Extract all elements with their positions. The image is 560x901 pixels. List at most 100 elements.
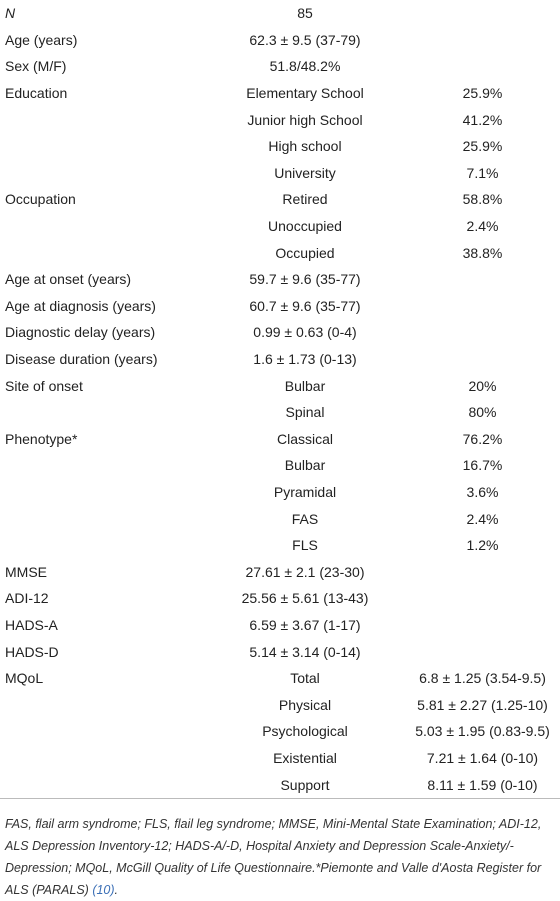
table-cell	[405, 0, 560, 27]
table-cell	[405, 53, 560, 80]
table-cell: Pyramidal	[273, 483, 337, 500]
table-cell: N	[5, 5, 16, 22]
table-cell: Elementary School	[246, 85, 364, 102]
table-row: Age (years) 62.3 ± 9.5 (37-79)	[0, 27, 560, 54]
table-cell	[405, 293, 560, 320]
table-cell	[405, 319, 560, 346]
table-row: Support 8.11 ± 1.59 (0-10)	[0, 771, 560, 798]
table-cell: Education	[5, 85, 68, 102]
table-cell: Psychological	[262, 723, 348, 740]
table-cell: 51.8/48.2%	[269, 58, 341, 75]
table-cell: 7.1%	[466, 164, 499, 181]
table-cell: 76.2%	[462, 430, 503, 447]
table-cell: Age (years)	[5, 31, 78, 48]
table-cell: Spinal	[285, 404, 325, 421]
table-cell: Age at diagnosis (years)	[5, 297, 156, 314]
table-cell	[0, 691, 205, 718]
table-row: Disease duration (years) 1.6 ± 1.73 (0-13…	[0, 346, 560, 373]
table-row: Psychological 5.03 ± 1.95 (0.83-9.5)	[0, 718, 560, 745]
table-cell	[0, 213, 205, 240]
table-cell: 62.3 ± 9.5 (37-79)	[249, 31, 361, 48]
table-cell: Retired	[282, 191, 328, 208]
table-cell: FLS	[292, 537, 318, 554]
footnote: FAS, flail arm syndrome; FLS, flail leg …	[5, 813, 555, 901]
table-cell: 58.8%	[462, 191, 503, 208]
table-cell	[405, 266, 560, 293]
table-cell	[0, 532, 205, 559]
table-cell: 7.21 ± 1.64 (0-10)	[426, 749, 539, 766]
table-cell: 6.59 ± 3.67 (1-17)	[249, 616, 361, 633]
table-cell: ADI-12	[5, 590, 49, 607]
table-row: Site of onset Bulbar 20%	[0, 372, 560, 399]
table-cell	[405, 346, 560, 373]
table-cell	[0, 160, 205, 187]
table-row: Unoccupied 2.4%	[0, 213, 560, 240]
table-cell	[0, 771, 205, 798]
table-cell: Phenotype*	[5, 430, 78, 447]
table-cell: Age at onset (years)	[5, 271, 132, 288]
table-row: Sex (M/F) 51.8/48.2%	[0, 53, 560, 80]
table-row: Bulbar 16.7%	[0, 452, 560, 479]
table-row: MQoL Total 6.8 ± 1.25 (3.54-9.5)	[0, 665, 560, 692]
table-cell: 5.81 ± 2.27 (1.25-10)	[417, 696, 548, 713]
table-cell: 5.03 ± 1.95 (0.83-9.5)	[415, 723, 550, 740]
table-cell: 16.7%	[462, 457, 503, 474]
table-cell	[0, 479, 205, 506]
table-cell	[0, 718, 205, 745]
table-cell	[0, 239, 205, 266]
table-cell: 85	[297, 5, 313, 22]
table-cell	[405, 612, 560, 639]
table-cell: Occupied	[275, 244, 335, 261]
table-cell: 2.4%	[466, 510, 499, 527]
table-cell: Site of onset	[5, 377, 83, 394]
table-cell: Occupation	[5, 191, 76, 208]
table-row: HADS-A 6.59 ± 3.67 (1-17)	[0, 612, 560, 639]
table-row: Spinal 80%	[0, 399, 560, 426]
table-cell: 3.6%	[466, 483, 499, 500]
table-cell: HADS-A	[5, 616, 58, 633]
reference-link[interactable]: (10)	[92, 882, 115, 897]
table-row: ADI-12 25.56 ± 5.61 (13-43)	[0, 585, 560, 612]
footnote-end: .	[114, 882, 119, 897]
table-cell: 8.11 ± 1.59 (0-10)	[427, 776, 538, 793]
table-row: FLS 1.2%	[0, 532, 560, 559]
table-cell: MQoL	[5, 670, 44, 687]
table-cell: 80%	[468, 404, 497, 421]
footnote-text: FAS, flail arm syndrome; FLS, flail leg …	[5, 816, 542, 897]
table-cell: Bulbar	[284, 457, 326, 474]
table-cell	[0, 505, 205, 532]
table-cell: Classical	[276, 430, 333, 447]
table-row: N 85	[0, 0, 560, 27]
table-cell: 1.6 ± 1.73 (0-13)	[253, 351, 357, 368]
table-cell	[0, 399, 205, 426]
table-cell: 59.7 ± 9.6 (35-77)	[249, 271, 361, 288]
table-row: MMSE 27.61 ± 2.1 (23-30)	[0, 558, 560, 585]
table-cell	[0, 106, 205, 133]
table-cell: Unoccupied	[268, 218, 342, 235]
table-cell	[0, 745, 205, 772]
table-cell: 25.9%	[462, 85, 503, 102]
table-cell: High school	[268, 138, 342, 155]
table-cell	[405, 585, 560, 612]
table-cell: Sex (M/F)	[5, 58, 67, 75]
table-cell: 6.8 ± 1.25 (3.54-9.5)	[419, 670, 546, 687]
table-cell: Junior high School	[247, 111, 363, 128]
table-cell: 38.8%	[462, 244, 503, 261]
table-cell: 27.61 ± 2.1 (23-30)	[245, 563, 365, 580]
table-row: FAS 2.4%	[0, 505, 560, 532]
table-cell: 25.56 ± 5.61 (13-43)	[241, 590, 369, 607]
table-cell: Bulbar	[284, 377, 326, 394]
table-row: Age at diagnosis (years) 60.7 ± 9.6 (35-7…	[0, 293, 560, 320]
table-cell: 2.4%	[466, 218, 499, 235]
table-cell: Total	[290, 670, 320, 687]
table-cell: 60.7 ± 9.6 (35-77)	[249, 297, 361, 314]
table-cell	[405, 27, 560, 54]
table-cell: Disease duration (years)	[5, 351, 158, 368]
table-row: High school 25.9%	[0, 133, 560, 160]
data-table: N 85 Age (years) 62.3 ± 9.5 (37-79) Sex (M/F…	[0, 0, 560, 799]
table-cell: 20%	[468, 377, 497, 394]
table-cell: 0.99 ± 0.63 (0-4)	[253, 324, 357, 341]
table-cell	[405, 558, 560, 585]
table-cell	[405, 638, 560, 665]
